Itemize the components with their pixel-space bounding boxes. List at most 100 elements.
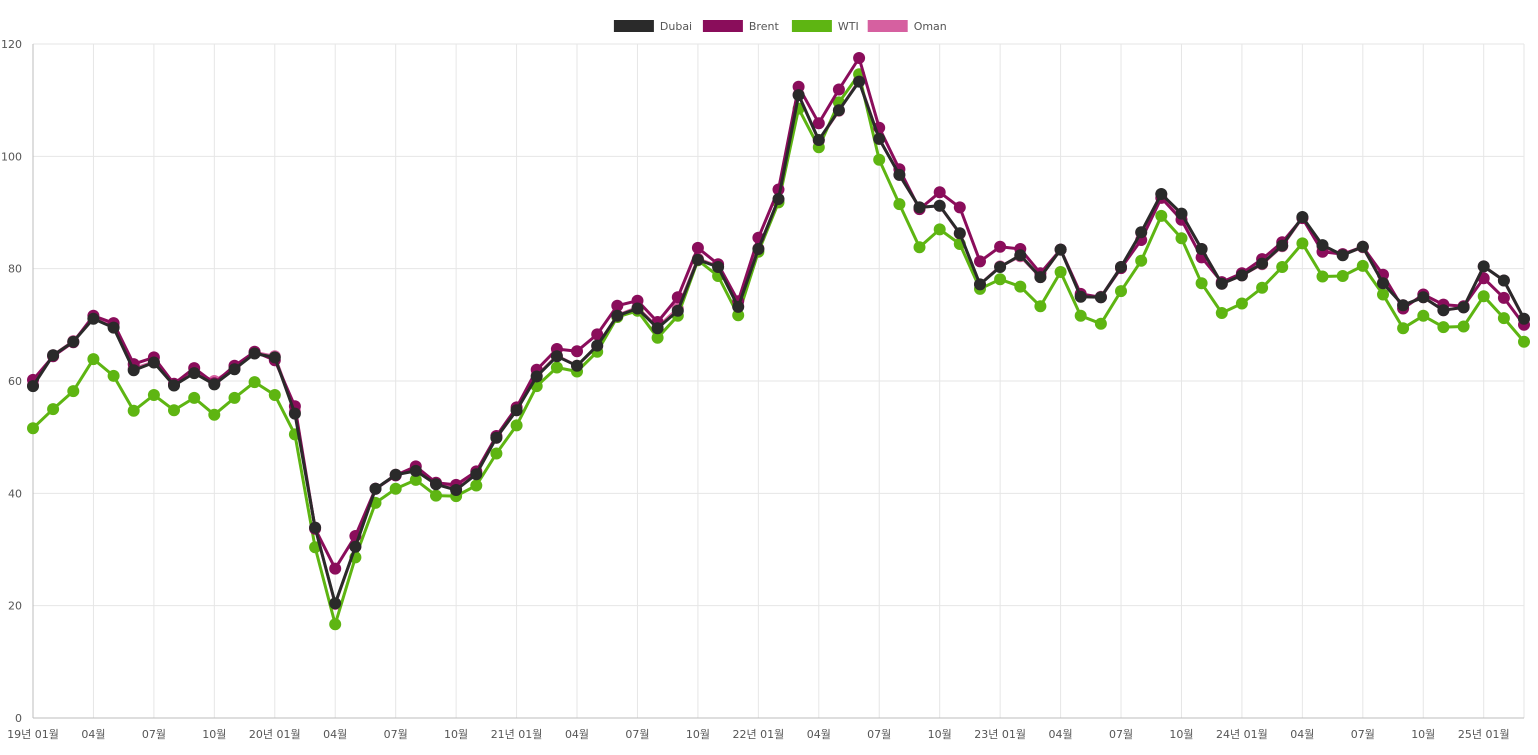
data-point-wti[interactable] xyxy=(1235,297,1248,310)
data-point-dubai[interactable] xyxy=(792,89,805,102)
data-point-dubai[interactable] xyxy=(268,351,281,364)
data-point-dubai[interactable] xyxy=(27,380,39,393)
data-point-dubai[interactable] xyxy=(953,227,966,240)
data-point-dubai[interactable] xyxy=(671,304,684,317)
data-point-dubai[interactable] xyxy=(1074,290,1087,303)
data-point-brent[interactable] xyxy=(329,562,342,575)
data-point-dubai[interactable] xyxy=(1457,301,1470,314)
data-point-dubai[interactable] xyxy=(369,482,382,495)
data-point-dubai[interactable] xyxy=(188,367,201,380)
data-point-wti[interactable] xyxy=(1135,254,1148,267)
data-point-wti[interactable] xyxy=(1437,321,1450,334)
data-point-dubai[interactable] xyxy=(550,350,563,363)
legend-item-wti[interactable]: WTI xyxy=(791,20,859,33)
data-point-brent[interactable] xyxy=(994,240,1007,253)
data-point-wti[interactable] xyxy=(147,389,160,401)
data-point-wti[interactable] xyxy=(933,223,946,236)
data-point-dubai[interactable] xyxy=(1155,188,1168,200)
data-point-dubai[interactable] xyxy=(1135,226,1148,239)
data-point-dubai[interactable] xyxy=(1477,260,1490,273)
data-point-dubai[interactable] xyxy=(873,132,886,145)
data-point-wti[interactable] xyxy=(248,376,261,389)
data-point-brent[interactable] xyxy=(792,80,805,93)
data-point-dubai[interactable] xyxy=(591,339,604,352)
data-point-wti[interactable] xyxy=(67,385,80,398)
data-point-wti[interactable] xyxy=(470,479,483,492)
data-point-dubai[interactable] xyxy=(1235,269,1248,282)
data-point-dubai[interactable] xyxy=(168,379,180,392)
data-point-dubai[interactable] xyxy=(1397,299,1410,312)
data-point-wti[interactable] xyxy=(168,404,180,417)
data-point-wti[interactable] xyxy=(1377,288,1389,301)
data-point-wti[interactable] xyxy=(47,403,60,416)
data-point-wti[interactable] xyxy=(893,198,906,211)
data-point-dubai[interactable] xyxy=(1195,243,1208,255)
data-point-dubai[interactable] xyxy=(288,407,301,420)
data-point-dubai[interactable] xyxy=(208,378,221,391)
data-point-dubai[interactable] xyxy=(913,201,926,214)
data-point-wti[interactable] xyxy=(188,391,201,404)
data-point-dubai[interactable] xyxy=(107,321,120,334)
data-point-wti[interactable] xyxy=(1094,317,1107,330)
data-point-dubai[interactable] xyxy=(1256,257,1269,270)
data-point-wti[interactable] xyxy=(1356,259,1369,272)
data-point-dubai[interactable] xyxy=(1054,243,1067,256)
data-point-dubai[interactable] xyxy=(1094,291,1107,304)
data-point-wti[interactable] xyxy=(1336,270,1349,282)
data-point-dubai[interactable] xyxy=(248,347,261,360)
data-point-wti[interactable] xyxy=(490,447,503,460)
data-point-brent[interactable] xyxy=(832,83,845,96)
data-point-dubai[interactable] xyxy=(147,356,160,369)
data-point-brent[interactable] xyxy=(591,328,604,341)
data-point-dubai[interactable] xyxy=(329,597,342,610)
data-point-dubai[interactable] xyxy=(1336,249,1349,262)
data-point-dubai[interactable] xyxy=(631,302,644,315)
data-point-wti[interactable] xyxy=(329,618,342,631)
data-point-wti[interactable] xyxy=(430,489,442,502)
data-point-dubai[interactable] xyxy=(1377,277,1389,290)
data-point-brent[interactable] xyxy=(812,117,825,130)
data-point-dubai[interactable] xyxy=(87,312,100,325)
data-point-dubai[interactable] xyxy=(1115,261,1127,273)
data-point-wti[interactable] xyxy=(1115,285,1127,298)
data-point-dubai[interactable] xyxy=(1296,211,1309,223)
data-point-wti[interactable] xyxy=(1296,237,1309,250)
data-point-wti[interactable] xyxy=(228,391,241,404)
data-point-dubai[interactable] xyxy=(430,478,442,491)
data-point-dubai[interactable] xyxy=(47,349,60,362)
data-point-wti[interactable] xyxy=(389,482,402,495)
data-point-dubai[interactable] xyxy=(1276,239,1289,252)
data-point-wti[interactable] xyxy=(1397,322,1410,335)
data-point-brent[interactable] xyxy=(953,201,966,214)
data-point-wti[interactable] xyxy=(873,153,886,166)
data-point-brent[interactable] xyxy=(691,241,704,254)
legend-item-dubai[interactable]: Dubai xyxy=(613,20,692,33)
data-point-dubai[interactable] xyxy=(228,363,241,376)
data-point-brent[interactable] xyxy=(853,52,866,64)
data-point-dubai[interactable] xyxy=(611,309,624,322)
data-point-wti[interactable] xyxy=(27,422,39,435)
data-point-dubai[interactable] xyxy=(510,404,523,417)
data-point-wti[interactable] xyxy=(1477,290,1490,303)
data-point-wti[interactable] xyxy=(1417,309,1430,322)
data-point-dubai[interactable] xyxy=(1316,239,1329,252)
data-point-brent[interactable] xyxy=(611,299,624,312)
data-point-dubai[interactable] xyxy=(812,134,825,146)
data-point-wti[interactable] xyxy=(1014,280,1027,293)
data-point-dubai[interactable] xyxy=(732,300,745,313)
data-point-wti[interactable] xyxy=(1195,277,1208,290)
data-point-dubai[interactable] xyxy=(832,104,845,117)
data-point-dubai[interactable] xyxy=(933,199,946,212)
data-point-dubai[interactable] xyxy=(127,364,140,377)
data-point-dubai[interactable] xyxy=(994,261,1007,273)
legend-item-oman[interactable]: Oman xyxy=(867,20,947,33)
data-point-wti[interactable] xyxy=(732,309,745,322)
data-point-brent[interactable] xyxy=(1497,291,1510,304)
data-point-dubai[interactable] xyxy=(772,193,785,205)
data-point-dubai[interactable] xyxy=(1497,274,1510,287)
data-point-dubai[interactable] xyxy=(1175,207,1188,220)
data-point-dubai[interactable] xyxy=(691,253,704,266)
data-point-wti[interactable] xyxy=(409,473,422,486)
data-point-dubai[interactable] xyxy=(974,278,986,291)
data-point-dubai[interactable] xyxy=(1215,277,1228,290)
